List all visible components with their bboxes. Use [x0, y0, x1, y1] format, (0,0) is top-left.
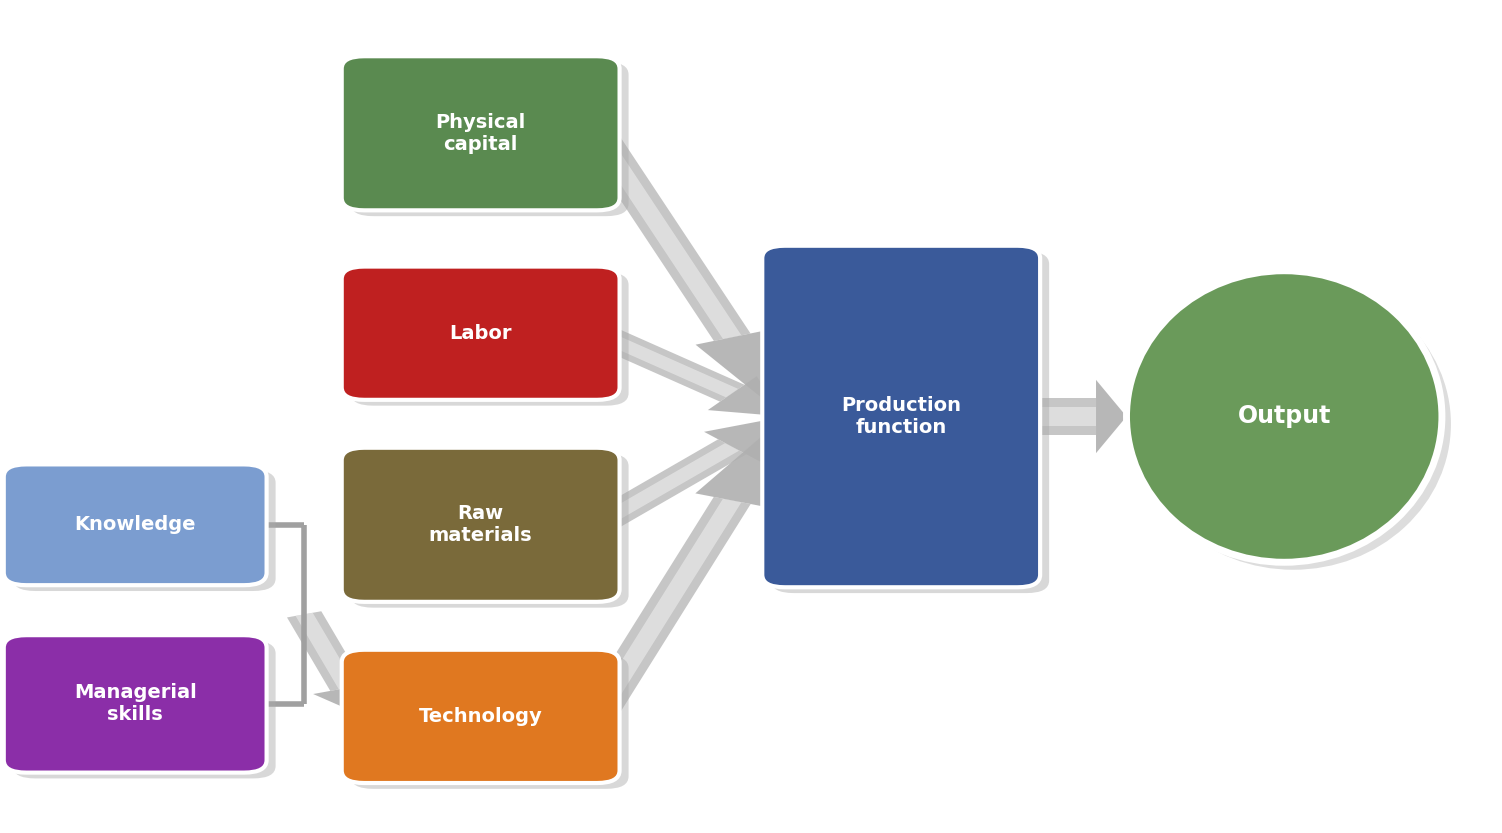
FancyBboxPatch shape: [5, 636, 267, 773]
Polygon shape: [1018, 407, 1096, 426]
Polygon shape: [583, 439, 746, 532]
FancyBboxPatch shape: [5, 465, 267, 585]
Polygon shape: [578, 497, 751, 720]
Text: Technology: Technology: [419, 707, 542, 726]
Text: Knowledge: Knowledge: [75, 516, 195, 534]
FancyBboxPatch shape: [351, 453, 629, 608]
FancyBboxPatch shape: [12, 641, 276, 778]
Text: Output: Output: [1238, 405, 1331, 428]
Polygon shape: [587, 132, 742, 339]
Polygon shape: [578, 130, 751, 341]
Ellipse shape: [1126, 271, 1442, 562]
FancyBboxPatch shape: [351, 62, 629, 217]
FancyBboxPatch shape: [351, 656, 629, 789]
Text: Physical
capital: Physical capital: [436, 112, 526, 154]
Polygon shape: [590, 443, 739, 529]
Polygon shape: [296, 613, 356, 690]
Ellipse shape: [1136, 278, 1451, 570]
Polygon shape: [707, 377, 784, 416]
Text: Labor: Labor: [449, 324, 512, 342]
Polygon shape: [695, 416, 784, 507]
Polygon shape: [584, 325, 745, 402]
Text: Production
function: Production function: [841, 396, 961, 437]
FancyBboxPatch shape: [342, 448, 619, 601]
Polygon shape: [695, 330, 784, 416]
Polygon shape: [704, 416, 784, 461]
Polygon shape: [590, 329, 739, 397]
FancyBboxPatch shape: [342, 650, 619, 783]
FancyBboxPatch shape: [342, 57, 619, 211]
Polygon shape: [587, 499, 742, 718]
Polygon shape: [1018, 398, 1096, 435]
FancyBboxPatch shape: [772, 252, 1048, 593]
Text: Raw
materials: Raw materials: [430, 504, 532, 546]
FancyBboxPatch shape: [351, 272, 629, 406]
FancyBboxPatch shape: [342, 267, 619, 400]
FancyBboxPatch shape: [12, 470, 276, 591]
FancyBboxPatch shape: [762, 246, 1039, 587]
Polygon shape: [287, 611, 365, 691]
Text: Managerial
skills: Managerial skills: [74, 683, 197, 725]
Polygon shape: [1096, 380, 1126, 453]
Polygon shape: [312, 681, 382, 716]
